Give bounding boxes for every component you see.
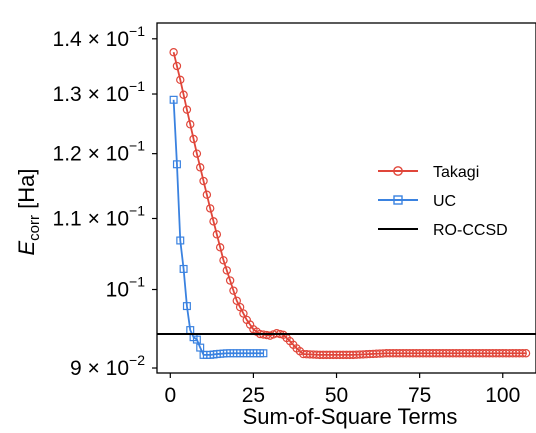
data-point (225, 276, 235, 285)
data-point (172, 160, 181, 169)
data-point (205, 204, 215, 213)
data-point (199, 176, 208, 186)
x-tick-label: 100 (485, 384, 520, 407)
data-point (521, 349, 531, 358)
y-tick-label: 9 × 10−2 (70, 352, 145, 380)
x-tick-label: 50 (325, 384, 348, 407)
data-point (172, 61, 182, 71)
legend-marker (393, 166, 403, 176)
data-point (212, 230, 222, 239)
data-point (179, 264, 188, 273)
data-point (232, 296, 241, 305)
data-point (259, 349, 268, 358)
data-point (518, 349, 527, 358)
legend: Takagi UC RO-CCSD (378, 164, 508, 239)
data-point (209, 217, 218, 226)
y-tick-label: 1.2 × 10−1 (53, 138, 146, 166)
axes-layer: 0 25 50 75 100 9 × 10−2 10−1 1.1 × 10−1 1.2 × 10… (53, 23, 521, 407)
x-axis-title: Sum-of-Square Terms (243, 404, 458, 429)
data-point (176, 75, 185, 85)
data-point (222, 266, 232, 275)
data-point (196, 163, 205, 172)
x-tick-label: 25 (242, 384, 265, 407)
data-point (186, 120, 195, 129)
y-axis-title: Ecorr [Ha] (14, 169, 43, 256)
series-line-takagi (172, 52, 527, 356)
y-tick-label: 1.1 × 10−1 (53, 202, 146, 230)
data-point (179, 90, 188, 99)
y-axis-title-subscript: corr (26, 215, 43, 241)
legend-label: UC (433, 193, 456, 210)
y-tick-label: 1.4 × 10−1 (53, 23, 146, 51)
legend-label: RO-CCSD (433, 222, 508, 239)
plot-area (156, 22, 536, 374)
data-point (182, 105, 192, 114)
data-point (169, 95, 178, 104)
data-point (202, 190, 212, 199)
x-tick-label: 0 (164, 384, 176, 407)
plot-frame (156, 22, 536, 374)
y-tick-label: 1.3 × 10−1 (53, 78, 146, 106)
data-point (176, 236, 185, 245)
data-point (169, 48, 178, 57)
data-point (192, 335, 201, 344)
y-axis-title-unit: [Ha] (14, 169, 39, 215)
series-layer (157, 48, 536, 360)
legend-marker (393, 195, 403, 205)
legend-label: Takagi (433, 164, 479, 181)
x-tick-label: 75 (408, 384, 431, 407)
data-point (239, 309, 248, 318)
data-point (192, 149, 202, 158)
y-tick-label: 10−1 (106, 274, 146, 302)
data-point (229, 286, 238, 295)
series-line-uc (172, 99, 264, 356)
y-axis-title-symbol: E (14, 241, 39, 256)
data-point (215, 243, 225, 252)
data-point (235, 302, 245, 312)
data-point (219, 256, 228, 265)
data-point (189, 134, 198, 144)
data-point (182, 302, 191, 311)
